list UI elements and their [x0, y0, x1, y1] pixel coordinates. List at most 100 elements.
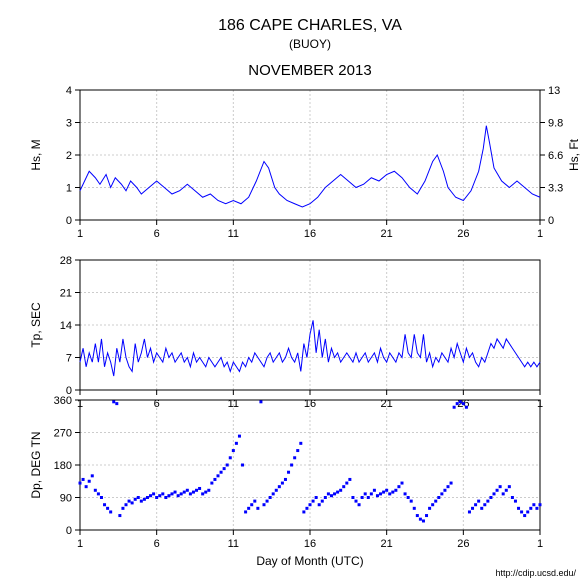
xtick-label: 21 [381, 228, 393, 240]
data-point [281, 482, 284, 485]
data-point [376, 494, 379, 497]
data-point [321, 500, 324, 503]
y-axis-label: Dp, DEG TN [29, 431, 43, 498]
data-point [539, 503, 542, 506]
data-point [235, 442, 238, 445]
data-point [134, 498, 137, 501]
data-point [471, 507, 474, 510]
data-point [425, 514, 428, 517]
xtick-label: 11 [228, 228, 239, 240]
data-point [253, 500, 256, 503]
xtick-label: 6 [154, 538, 160, 550]
data-point [315, 496, 318, 499]
data-point [413, 507, 416, 510]
data-point [397, 485, 400, 488]
data-point [367, 496, 370, 499]
data-point [88, 480, 91, 483]
data-point [137, 496, 140, 499]
data-point [456, 402, 459, 405]
data-point [220, 471, 223, 474]
data-point [339, 489, 342, 492]
ytick-label-r: 0 [548, 215, 554, 227]
title: 186 CAPE CHARLES, VA [218, 17, 402, 34]
data-point [437, 496, 440, 499]
data-point [477, 500, 480, 503]
data-point [370, 492, 373, 495]
ytick-label: 0 [66, 525, 72, 537]
data-point [106, 507, 109, 510]
data-point [535, 507, 538, 510]
data-point [269, 496, 272, 499]
data-point [336, 491, 339, 494]
data-point [529, 507, 532, 510]
data-point [302, 510, 305, 513]
data-point [382, 491, 385, 494]
data-point [496, 489, 499, 492]
data-point [167, 494, 170, 497]
ytick-label: 90 [60, 493, 72, 505]
data-point [164, 496, 167, 499]
data-point [195, 489, 198, 492]
data-point [394, 489, 397, 492]
data-point [358, 503, 361, 506]
ytick-label-r: 13 [548, 85, 560, 97]
data-point [198, 487, 201, 490]
data-point [459, 400, 462, 403]
xtick-label: 26 [457, 538, 469, 550]
data-point [447, 485, 450, 488]
data-point [493, 492, 496, 495]
xtick-label: 1 [537, 538, 543, 550]
data-point [180, 492, 183, 495]
data-point [263, 503, 266, 506]
xtick-label: 16 [304, 538, 316, 550]
data-point [480, 507, 483, 510]
data-point [318, 503, 321, 506]
data-point [508, 485, 511, 488]
subtitle: (BUOY) [289, 37, 331, 51]
data-point [440, 492, 443, 495]
data-point [401, 482, 404, 485]
data-point [342, 485, 345, 488]
x-axis-label: Day of Month (UTC) [256, 554, 363, 568]
data-point [474, 503, 477, 506]
ytick-label: 360 [54, 395, 72, 407]
ytick-label: 180 [54, 460, 72, 472]
data-point [266, 500, 269, 503]
data-point [210, 482, 213, 485]
data-point [121, 507, 124, 510]
xtick-label: 1 [537, 228, 543, 240]
data-point [333, 492, 336, 495]
data-point [247, 507, 250, 510]
data-point [416, 514, 419, 517]
chart-svg: 186 CAPE CHARLES, VA (BUOY) NOVEMBER 2013 D… [0, 0, 582, 581]
data-point [379, 492, 382, 495]
data-point [146, 496, 149, 499]
data-point [309, 503, 312, 506]
xtick-label: 21 [381, 538, 393, 550]
data-point [330, 494, 333, 497]
ytick-label: 21 [60, 288, 72, 300]
data-point [532, 503, 535, 506]
data-point [290, 464, 293, 467]
data-point [140, 500, 143, 503]
data-point [502, 492, 505, 495]
xtick-label: 6 [154, 228, 160, 240]
data-point [229, 456, 232, 459]
ytick-label-r: 6.6 [548, 150, 563, 162]
data-point [161, 492, 164, 495]
data-point [238, 435, 241, 438]
data-point [453, 406, 456, 409]
data-point [348, 478, 351, 481]
data-point [155, 496, 158, 499]
ytick-label: 2 [66, 150, 72, 162]
data-point [287, 471, 290, 474]
data-point [97, 492, 100, 495]
data-point [256, 507, 259, 510]
data-point [82, 478, 85, 481]
data-point [404, 492, 407, 495]
ytick-label: 4 [66, 85, 72, 97]
data-point [526, 510, 529, 513]
data-point [244, 510, 247, 513]
data-point [217, 474, 220, 477]
month-title: NOVEMBER 2013 [248, 62, 371, 79]
